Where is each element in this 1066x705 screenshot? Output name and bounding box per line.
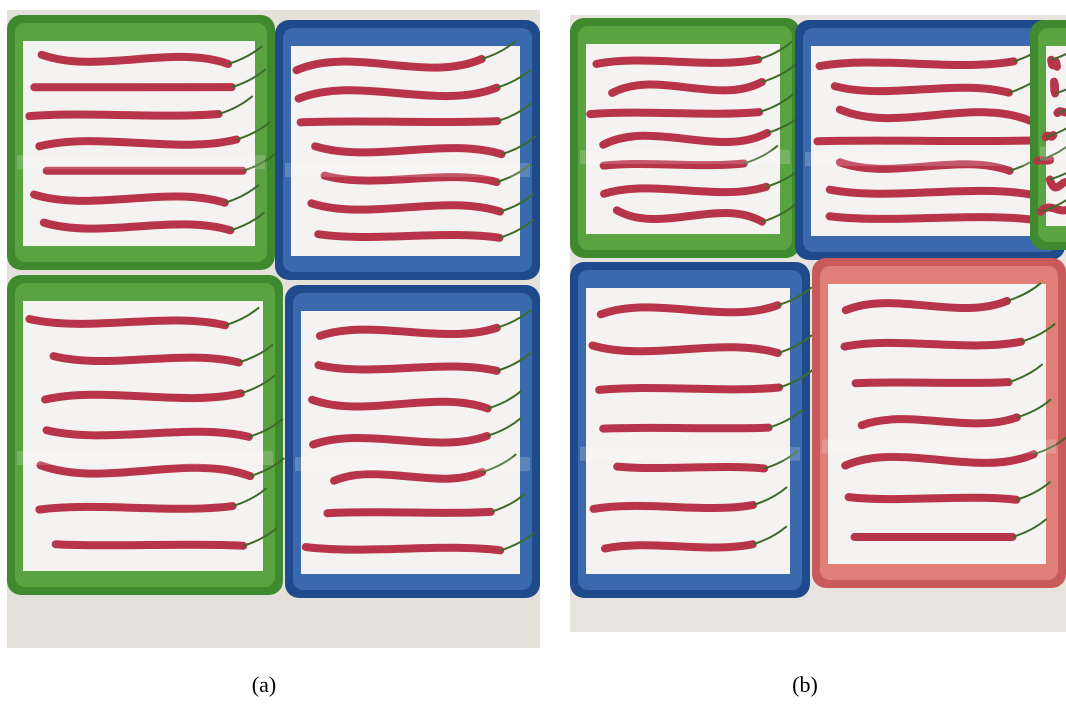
chili <box>844 342 1021 347</box>
chili <box>54 356 239 362</box>
chili <box>45 393 241 399</box>
tray-glare <box>822 440 1056 454</box>
chili <box>44 223 231 231</box>
chili <box>830 216 1033 219</box>
chili <box>39 140 236 147</box>
tray-glare <box>1040 147 1066 161</box>
chili <box>327 512 490 513</box>
chili <box>590 112 759 114</box>
chili <box>592 345 777 353</box>
tray-glare <box>17 451 273 465</box>
chili <box>856 382 1009 383</box>
chili <box>39 506 232 510</box>
tray-glare <box>17 155 265 169</box>
caption-a: (a) <box>224 672 304 698</box>
tray-glare <box>285 163 530 177</box>
chili <box>617 467 764 469</box>
chili <box>830 190 1034 195</box>
tray-glare <box>580 150 790 164</box>
chili <box>594 505 753 509</box>
chili <box>817 140 1034 141</box>
photos <box>0 0 1066 660</box>
chili <box>596 59 758 63</box>
chili <box>47 430 249 437</box>
chili <box>862 417 1017 425</box>
figure: (a) (b) <box>0 0 1066 705</box>
chili <box>820 61 1014 66</box>
tray-glare <box>805 152 1055 166</box>
chili <box>318 234 499 238</box>
chili <box>604 187 766 194</box>
chili <box>1051 60 1057 67</box>
chili <box>29 319 225 325</box>
chili <box>835 86 1009 92</box>
chili <box>603 428 768 429</box>
chili <box>849 497 1017 500</box>
chili <box>1054 82 1055 94</box>
chili <box>306 547 501 550</box>
tray-glare <box>580 447 800 461</box>
chili <box>599 387 779 389</box>
caption-b: (b) <box>765 672 845 698</box>
chili <box>301 121 498 122</box>
chili <box>319 365 497 371</box>
chili <box>605 544 753 548</box>
chili <box>56 544 244 545</box>
tray-glare <box>295 457 530 471</box>
chili <box>29 114 218 116</box>
